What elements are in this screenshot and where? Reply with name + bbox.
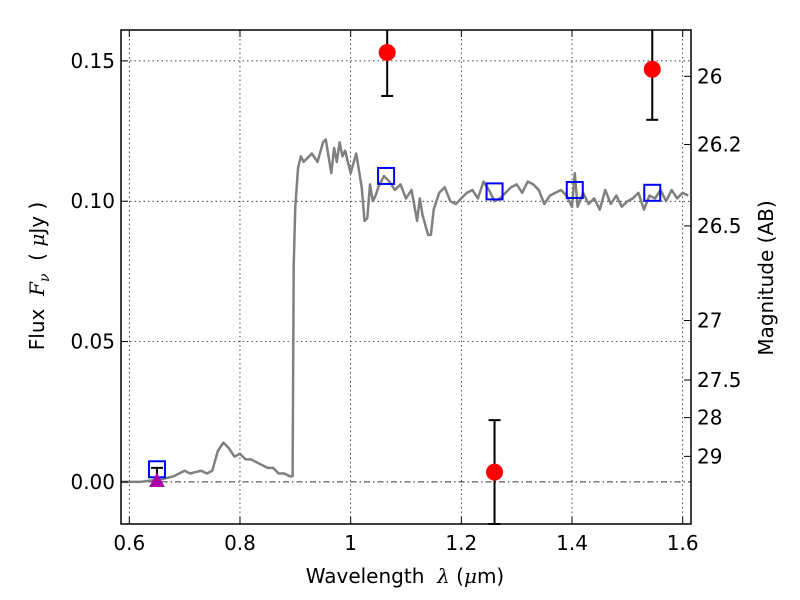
right-tick-label: 26.5 [697, 214, 742, 238]
data-markers [147, 43, 662, 487]
y-tick-label: 0.00 [70, 470, 115, 494]
x-tick-label: 1.2 [445, 531, 477, 555]
right-axis-title: Magnitude (AB) [754, 200, 778, 355]
observed-point [486, 463, 504, 481]
x-tick-label: 1.6 [667, 531, 699, 555]
model-band-square [565, 180, 584, 199]
model-band-square [643, 183, 662, 202]
right-tick-label: 28 [697, 406, 722, 430]
x-tick-label: 0.6 [113, 531, 145, 555]
upper-limit-triangle [149, 472, 165, 487]
right-tick-label: 27.5 [697, 368, 742, 392]
grid [121, 30, 691, 524]
observed-point [378, 43, 396, 61]
y-tick-label: 0.10 [70, 189, 115, 213]
right-tick-label: 27 [697, 309, 722, 333]
model-band-square [377, 166, 396, 185]
spectrum-line [121, 138, 689, 484]
model-spectrum [121, 138, 689, 484]
x-tick-label: 0.8 [224, 531, 256, 555]
observed-point [643, 60, 661, 78]
y-tick-label: 0.15 [70, 49, 115, 73]
x-tick-label: 1.4 [556, 531, 588, 555]
right-tick-label: 29 [697, 444, 722, 468]
y-tick-label: 0.05 [70, 330, 115, 354]
error-bars [150, 30, 659, 525]
axis-ticks [121, 30, 691, 524]
x-axis-title: Wavelength λ (μm) [306, 564, 505, 588]
y-axis-title: Flux Fν ( μJy ) [25, 202, 53, 350]
x-tick-label: 1 [344, 531, 357, 555]
right-tick-label: 26.2 [697, 133, 742, 157]
plot-frame [120, 29, 692, 525]
tick-labels: 0.6 0.8 1 1.2 1.4 1.6 0.00 0.05 0.10 0.15 26 26.2 26… [70, 49, 741, 555]
right-tick-label: 26 [697, 64, 722, 88]
model-band-square [485, 182, 504, 201]
